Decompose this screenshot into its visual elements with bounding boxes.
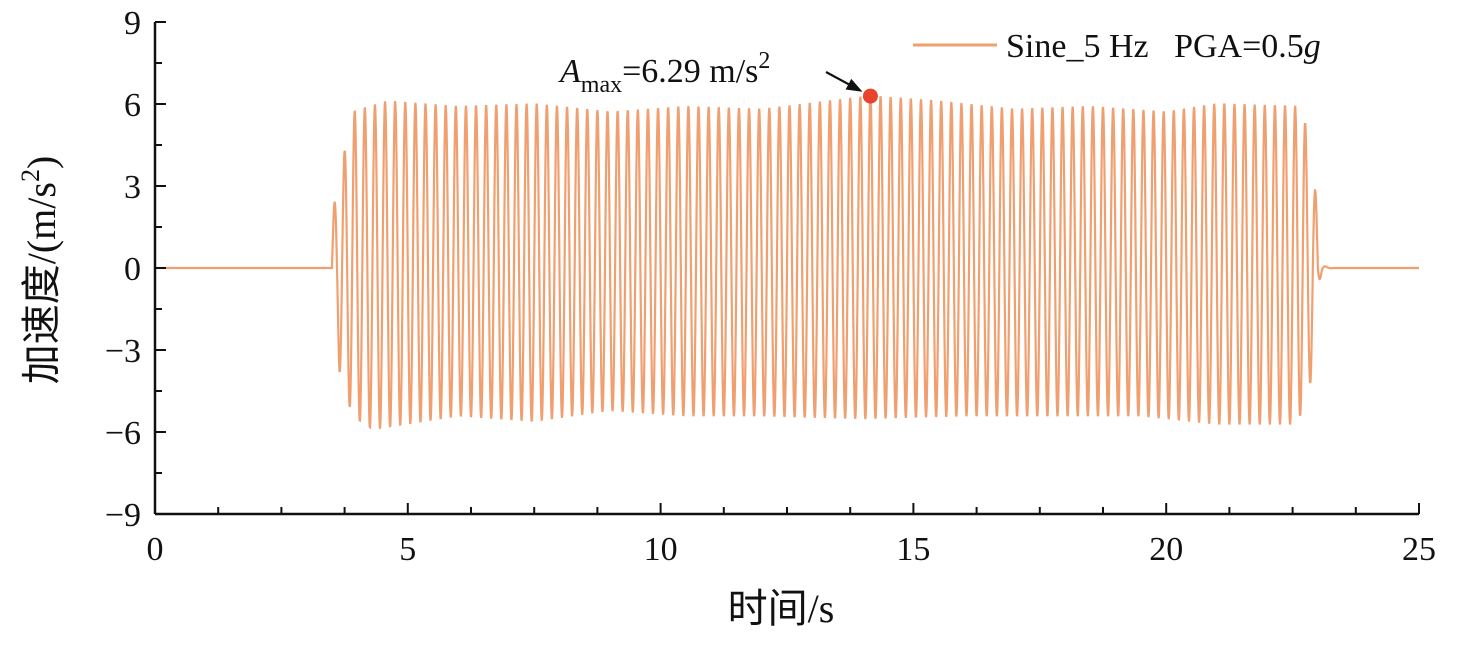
y-tick-label: 0 <box>124 251 141 288</box>
max-annotation: Amax=6.29 m/s2 <box>558 48 878 104</box>
tick-labels: −9 −6 −3 0 3 6 9 0 5 10 15 20 25 <box>105 5 1436 568</box>
max-annotation-label: Amax=6.29 m/s2 <box>558 48 770 98</box>
y-axis-title-superscript: 2 <box>16 169 45 182</box>
y-axis-title: 加速度/(m/s2) <box>16 156 64 385</box>
legend-label-main: Sine_5 Hz PGA=0.5 <box>1006 28 1304 65</box>
legend: Sine_5 Hz PGA=0.5g <box>913 28 1321 65</box>
x-tick-label: 25 <box>1402 531 1436 568</box>
x-tick-label: 0 <box>147 531 164 568</box>
annotation-arrowhead <box>845 78 863 92</box>
legend-label: Sine_5 Hz PGA=0.5g <box>1006 28 1321 65</box>
annotation-subscript: max <box>581 72 622 98</box>
x-tick-label: 5 <box>399 531 416 568</box>
y-tick-label: −3 <box>105 333 141 370</box>
ticks <box>154 21 1420 515</box>
y-axis-title-end: ) <box>19 156 64 169</box>
x-tick-label: 15 <box>896 531 930 568</box>
y-axis-title-main: 加速度/(m/s <box>19 182 64 384</box>
x-tick-label: 10 <box>644 531 678 568</box>
annotation-value: =6.29 m/s <box>622 53 758 90</box>
y-tick-label: −6 <box>105 415 141 452</box>
x-axis-title: 时间/s <box>728 586 835 631</box>
max-point-marker <box>862 88 878 104</box>
x-tick-label: 20 <box>1149 531 1183 568</box>
annotation-arrow <box>825 71 853 88</box>
annotation-superscript: 2 <box>758 48 770 74</box>
plot-area <box>155 95 1419 430</box>
annotation-italic: A <box>558 53 581 90</box>
y-tick-label: 9 <box>124 5 141 42</box>
y-tick-label: −9 <box>105 497 141 534</box>
y-tick-label: 6 <box>124 87 141 124</box>
sine-5hz-series-line <box>155 95 1419 430</box>
y-tick-label: 3 <box>124 169 141 206</box>
legend-label-italic: g <box>1304 28 1321 65</box>
